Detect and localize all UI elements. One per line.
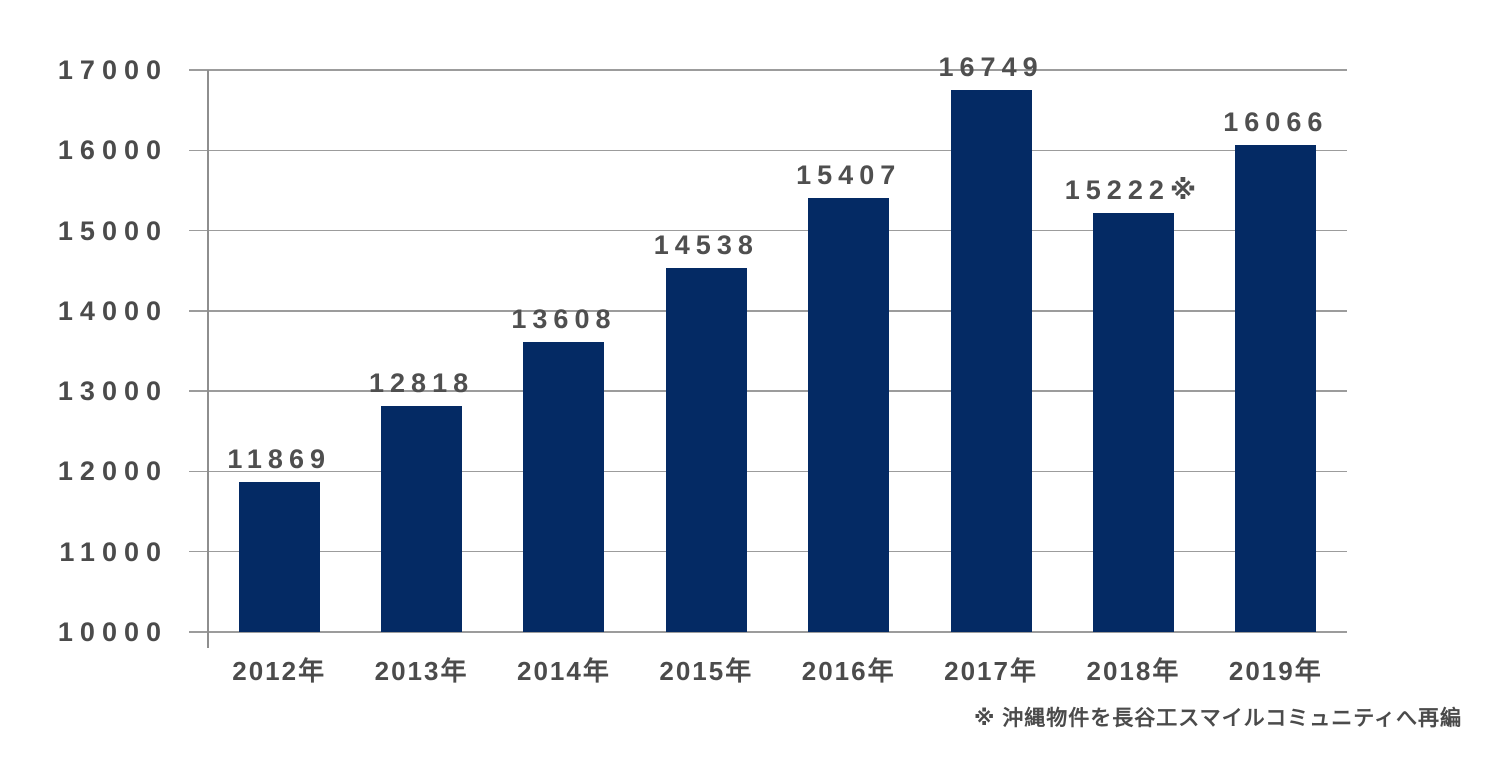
ytick-label-13000: 13000: [57, 376, 168, 407]
value-label-2018: 15222※: [1064, 174, 1203, 205]
gridline-10000: [189, 631, 1347, 633]
ytick-label-11000: 11000: [59, 536, 168, 567]
bar-2019: [1235, 144, 1317, 632]
ytick-label-17000: 17000: [57, 55, 168, 85]
xtick-label-2015: 2015年: [659, 656, 754, 686]
bar-2017: [950, 90, 1032, 632]
value-label-2013: 12818: [369, 367, 475, 398]
gridline-13000: [189, 390, 1347, 392]
value-label-2014: 13608: [511, 304, 617, 335]
bar-2016: [808, 197, 890, 632]
ytick-label-15000: 15000: [57, 215, 168, 246]
xtick-label-2014: 2014年: [517, 656, 611, 686]
xtick-label-2012: 2012年: [232, 656, 327, 686]
xtick-label-2013: 2013年: [374, 656, 469, 686]
y-axis-line: [207, 70, 209, 648]
chart-footnote: ※ 沖縄物件を長谷工スマイルコミュニティへ再編: [974, 707, 1462, 730]
gridline-14000: [189, 310, 1347, 312]
bar-2014: [523, 342, 605, 632]
gridline-11000: [189, 550, 1347, 553]
ytick-label-14000: 14000: [57, 295, 168, 326]
gridline-16000: [189, 149, 1347, 152]
gridline-17000: [189, 69, 1347, 71]
ytick-label-12000: 12000: [57, 456, 168, 487]
value-label-2019: 16066: [1223, 106, 1329, 137]
gridline-15000: [189, 229, 1347, 232]
bar-2012: [238, 481, 320, 632]
xtick-label-2018: 2018年: [1086, 656, 1181, 686]
bar-2015: [665, 267, 747, 632]
xtick-label-2017: 2017年: [944, 656, 1038, 686]
xtick-label-2016: 2016年: [801, 656, 896, 686]
value-label-2015: 14538: [653, 229, 759, 260]
value-label-2017: 16749: [938, 52, 1044, 83]
bar-2013: [381, 405, 463, 632]
value-label-2016: 15407: [796, 159, 902, 190]
xtick-label-2019: 2019年: [1228, 656, 1323, 686]
ytick-label-16000: 16000: [57, 135, 168, 166]
gridline-12000: [189, 470, 1347, 473]
ytick-label-10000: 10000: [57, 617, 168, 647]
bar-2018: [1092, 212, 1174, 632]
value-label-2012: 11869: [227, 443, 331, 474]
